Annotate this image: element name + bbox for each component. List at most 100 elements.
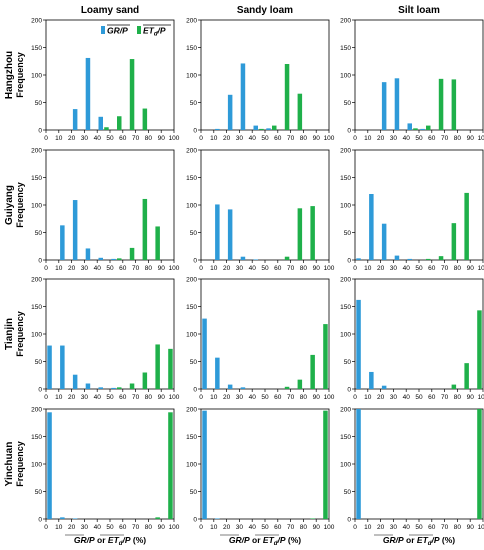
x-tick-label: 90 <box>158 524 166 531</box>
plot-frame <box>200 149 330 261</box>
x-tick-label: 10 <box>210 394 218 401</box>
x-tick-label: 80 <box>145 524 153 531</box>
row-label: Yinchuan <box>4 442 15 487</box>
x-tick-label: 60 <box>274 135 282 142</box>
y-tick-label: 0 <box>347 127 351 134</box>
x-tick-label: 50 <box>261 265 269 272</box>
legend-et-tail: /P <box>157 26 166 36</box>
et-bar <box>297 208 303 260</box>
y-tick-label: 200 <box>186 147 197 154</box>
x-axis-label-et-subscript: d <box>428 541 432 547</box>
et-bar <box>142 108 148 130</box>
x-tick-label: 50 <box>261 135 269 142</box>
x-tick-label: 10 <box>364 394 372 401</box>
gr-bar <box>98 387 103 389</box>
y-tick-label: 200 <box>186 276 197 283</box>
y-axis-label: Frequency <box>15 52 25 98</box>
plot-frame <box>45 149 175 261</box>
x-tick-label: 100 <box>169 135 180 142</box>
x-tick-label: 80 <box>145 135 153 142</box>
x-tick-label: 0 <box>199 394 203 401</box>
gr-bar <box>420 128 425 130</box>
et-bar <box>310 206 315 260</box>
legend-gr-label: GR/P <box>107 26 128 36</box>
y-tick-label: 100 <box>340 202 351 209</box>
x-tick-label: 0 <box>44 524 48 531</box>
x-tick-label: 10 <box>55 524 63 531</box>
x-tick-label: 0 <box>353 135 357 142</box>
y-tick-label: 200 <box>31 17 42 24</box>
gr-bar <box>98 257 103 260</box>
et-bar <box>117 116 122 130</box>
x-tick-label: 70 <box>287 135 295 142</box>
et-bar <box>259 128 264 130</box>
x-axis-label-gr: GR/P <box>74 535 95 545</box>
y-tick-label: 0 <box>193 516 197 523</box>
gr-bar <box>227 94 233 130</box>
x-tick-label: 70 <box>132 135 140 142</box>
x-tick-label: 30 <box>236 394 244 401</box>
y-tick-label: 0 <box>38 127 42 134</box>
x-tick-label: 10 <box>55 265 63 272</box>
y-tick-label: 50 <box>190 100 198 107</box>
x-axis-label-or: or <box>404 535 417 545</box>
plot-frame <box>200 408 330 520</box>
et-bar <box>155 226 160 260</box>
x-tick-label: 30 <box>81 524 89 531</box>
x-tick-label: 10 <box>364 524 372 531</box>
x-axis-label-et-tail: /P <box>430 535 439 545</box>
y-axis-label: Frequency <box>15 311 25 357</box>
x-tick-label: 80 <box>300 394 308 401</box>
gr-bar <box>356 299 361 389</box>
x-tick-label: 20 <box>223 524 231 531</box>
x-tick-label: 10 <box>210 135 218 142</box>
x-tick-label: 90 <box>467 394 475 401</box>
gr-bar <box>394 78 400 130</box>
x-tick-label: 40 <box>249 265 257 272</box>
y-tick-label: 100 <box>31 331 42 338</box>
x-tick-label: 0 <box>353 524 357 531</box>
x-tick-label: 60 <box>428 394 436 401</box>
gr-bar <box>356 409 361 519</box>
x-tick-label: 100 <box>478 394 484 401</box>
et-bar <box>155 517 160 519</box>
x-tick-label: 60 <box>274 265 282 272</box>
x-tick-label: 0 <box>353 394 357 401</box>
x-tick-label: 60 <box>119 135 127 142</box>
x-tick-label: 20 <box>223 135 231 142</box>
x-tick-label: 90 <box>467 135 475 142</box>
x-tick-label: 0 <box>199 265 203 272</box>
et-bar <box>117 387 122 389</box>
y-tick-label: 200 <box>340 276 351 283</box>
y-tick-label: 100 <box>340 72 351 79</box>
gr-bar <box>240 387 246 389</box>
gr-bar <box>407 258 412 260</box>
y-tick-label: 100 <box>31 461 42 468</box>
x-tick-label: 20 <box>223 394 231 401</box>
column-header: Loamy sand <box>81 5 139 16</box>
x-tick-label: 100 <box>324 135 335 142</box>
y-tick-label: 0 <box>193 386 197 393</box>
x-tick-label: 0 <box>44 394 48 401</box>
x-tick-label: 70 <box>441 524 449 531</box>
x-tick-label: 100 <box>478 135 484 142</box>
x-tick-label: 40 <box>403 394 411 401</box>
x-tick-label: 50 <box>415 524 423 531</box>
y-axis-label: Frequency <box>15 182 25 228</box>
y-tick-label: 150 <box>31 175 42 182</box>
gr-bar <box>215 128 220 130</box>
y-tick-label: 100 <box>186 202 197 209</box>
y-tick-label: 200 <box>31 147 42 154</box>
gr-bar <box>60 225 65 260</box>
gr-bar <box>60 345 65 389</box>
x-tick-label: 70 <box>132 524 140 531</box>
gr-bar <box>381 385 387 389</box>
plot-frame <box>354 149 484 261</box>
y-tick-label: 50 <box>344 489 352 496</box>
x-tick-label: 10 <box>364 135 372 142</box>
x-axis-label-unit: (%) <box>440 535 456 545</box>
x-tick-label: 70 <box>441 394 449 401</box>
